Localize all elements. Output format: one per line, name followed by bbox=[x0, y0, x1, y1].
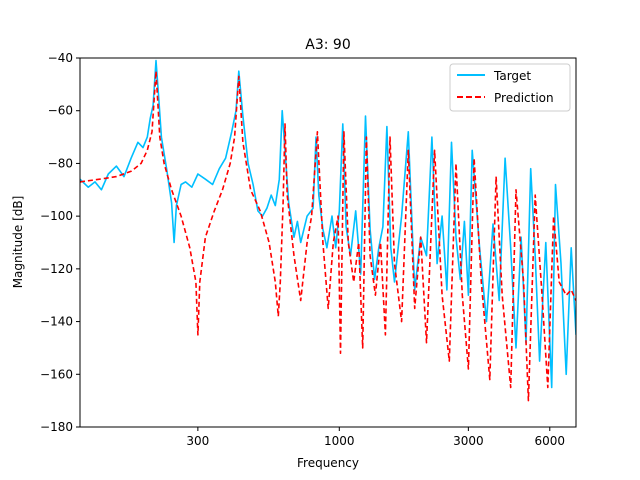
legend-label-prediction: Prediction bbox=[494, 91, 554, 105]
y-tick-label: −180 bbox=[40, 420, 73, 434]
y-tick-label: −60 bbox=[48, 104, 73, 118]
y-axis-label: Magnitude [dB] bbox=[11, 196, 25, 289]
legend: Target Prediction bbox=[449, 63, 571, 112]
x-axis: 300 1000 3000 6000 bbox=[186, 427, 565, 448]
x-tick-label: 3000 bbox=[453, 434, 484, 448]
y-tick-label: −140 bbox=[40, 315, 73, 329]
series-layer bbox=[80, 59, 576, 402]
y-tick-label: −120 bbox=[40, 262, 73, 276]
series-target-line bbox=[80, 59, 576, 389]
x-tick-label: 6000 bbox=[535, 434, 566, 448]
y-tick-label: −40 bbox=[48, 51, 73, 65]
y-tick-label: −80 bbox=[48, 156, 73, 170]
x-tick-label: 1000 bbox=[324, 434, 355, 448]
y-tick-label: −160 bbox=[40, 367, 73, 381]
chart-title: A3: 90 bbox=[305, 37, 350, 53]
legend-label-target: Target bbox=[493, 69, 531, 83]
x-axis-label: Frequency bbox=[297, 456, 359, 470]
y-axis: −180 −160 −140 −120 −100 −80 −60 −40 bbox=[40, 51, 80, 434]
y-tick-label: −100 bbox=[40, 209, 73, 223]
plot-area bbox=[79, 57, 577, 428]
x-tick-label: 300 bbox=[186, 434, 209, 448]
series-prediction-line bbox=[80, 70, 576, 402]
plot-frame bbox=[79, 57, 577, 428]
